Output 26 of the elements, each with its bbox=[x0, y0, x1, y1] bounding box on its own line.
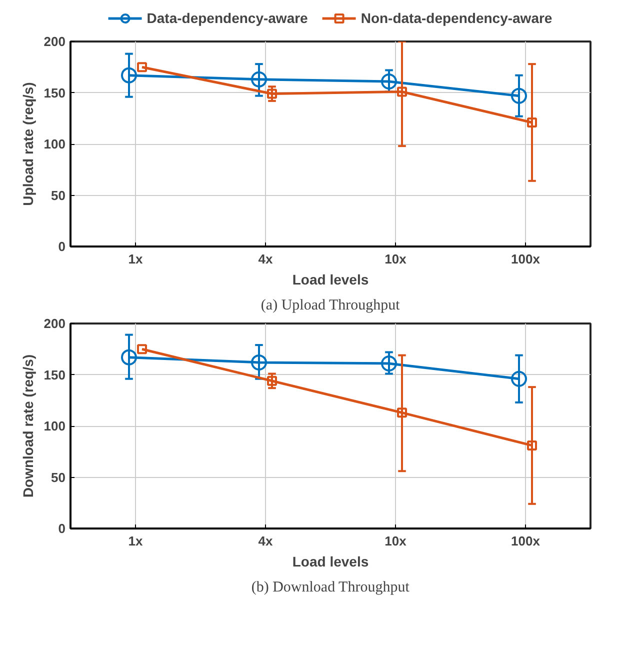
x-tick-label: 4x bbox=[258, 252, 274, 266]
x-tick-label: 10x bbox=[384, 252, 408, 266]
y-tick-label: 200 bbox=[44, 34, 66, 49]
y-tick-label: 200 bbox=[44, 316, 66, 331]
y-tick-label: 150 bbox=[44, 85, 66, 100]
x-tick-label: 4x bbox=[258, 534, 274, 548]
y-tick-label: 50 bbox=[51, 470, 66, 485]
x-tick-label: 1x bbox=[128, 252, 144, 266]
text: (a) Upload Throughput bbox=[260, 298, 401, 314]
x-tick-label: 100x bbox=[511, 252, 541, 266]
legend-label: Non-data-dependency-aware bbox=[360, 10, 552, 26]
y-axis-title: Download rate (req/s) bbox=[20, 354, 36, 498]
legend-label: Data-dependency-aware bbox=[146, 10, 308, 26]
y-tick-label: 0 bbox=[58, 521, 66, 536]
y-tick-label: 100 bbox=[44, 136, 66, 152]
x-axis-title: Load levels bbox=[292, 554, 369, 570]
y-axis-title: Upload rate (req/s) bbox=[20, 82, 36, 206]
y-tick-label: 100 bbox=[44, 418, 66, 434]
x-tick-label: 100x bbox=[511, 534, 541, 548]
y-tick-label: 150 bbox=[44, 367, 66, 382]
x-tick-label: 1x bbox=[128, 534, 144, 548]
y-tick-label: 0 bbox=[58, 239, 66, 254]
x-axis-title: Load levels bbox=[292, 272, 369, 288]
x-tick-label: 10x bbox=[384, 534, 408, 548]
y-tick-label: 50 bbox=[51, 188, 66, 203]
text: (b) Download Throughput bbox=[251, 580, 410, 596]
